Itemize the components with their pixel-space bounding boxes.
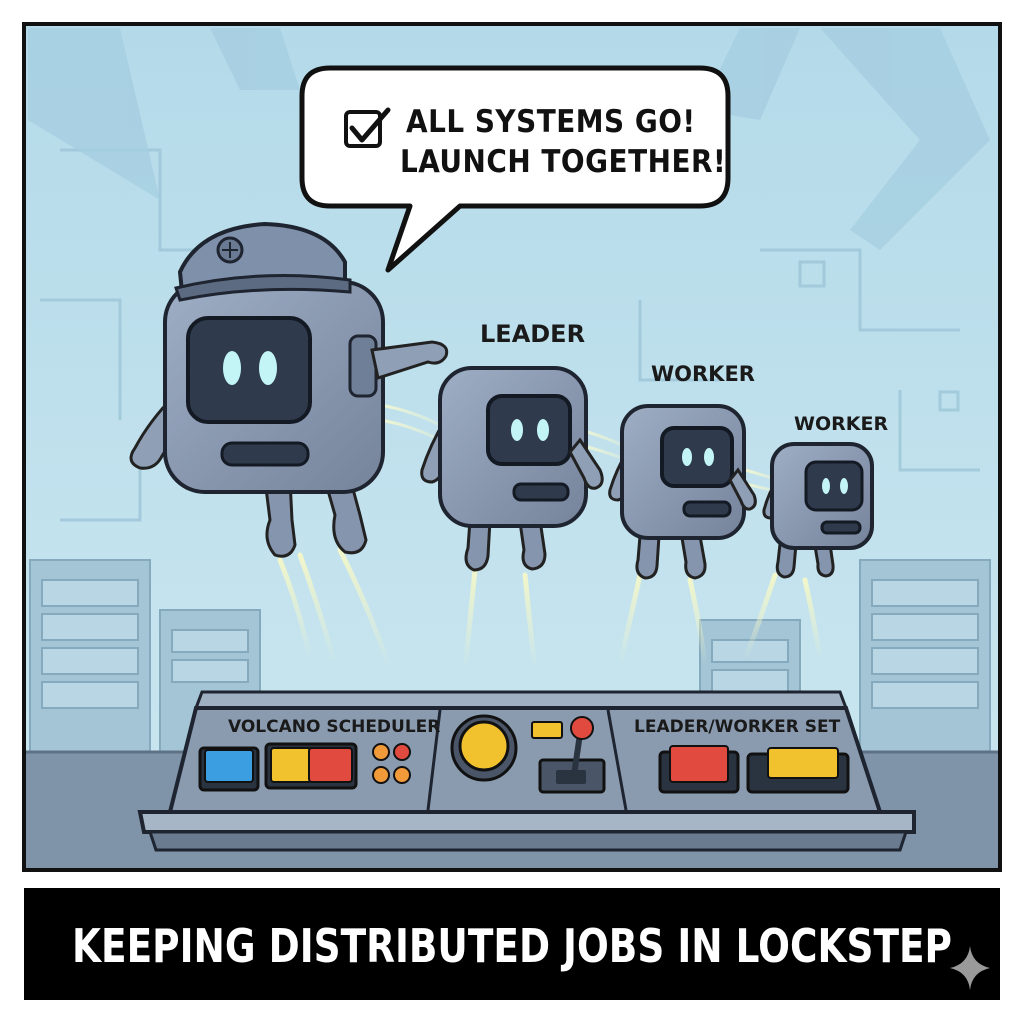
lws-red-button[interactable] [658,745,740,794]
console-label-volcano: VOLCANO SCHEDULER [228,717,440,737]
robot-worker-1 [608,404,757,580]
thrust-trails [277,547,823,673]
caption-text: KEEPING DISTRIBUTED JOBS IN LOCKSTEP [72,919,952,973]
speech-line-1: ALL SYSTEMS GO! [406,104,696,140]
blue-button[interactable] [198,746,260,792]
leader-label: LEADER [480,320,585,348]
caption-bar: KEEPING DISTRIBUTED JOBS IN LOCKSTEP [24,888,1000,1000]
red-button[interactable] [308,747,353,783]
lws-yellow-button[interactable] [746,747,850,794]
speech-line-2: LAUNCH TOGETHER! [400,144,726,180]
speech-bubble: ALL SYSTEMS GO! LAUNCH TOGETHER! [299,65,731,273]
robot-leader-pod [420,366,604,572]
sparkle-icon [950,946,990,990]
big-launch-button[interactable] [450,714,518,782]
small-yellow-switch[interactable] [531,721,563,739]
joystick-control[interactable] [538,716,606,794]
worker-label-1: WORKER [651,362,755,386]
checkbox-checked-icon [344,107,391,148]
robot-worker-2 [762,442,874,579]
orange-indicator-lights [372,743,411,784]
leader-robot [129,221,449,558]
worker-label-2: WORKER [794,413,888,435]
console-label-lws: LEADER/WORKER SET [634,717,841,737]
